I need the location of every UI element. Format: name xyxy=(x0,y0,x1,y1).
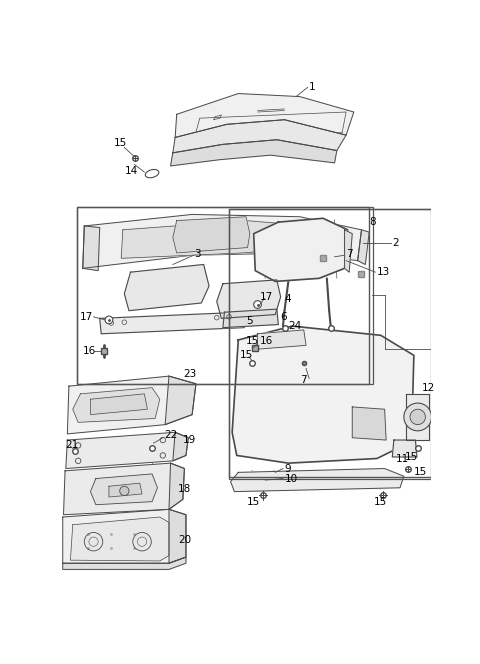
Polygon shape xyxy=(63,509,186,563)
Text: 20: 20 xyxy=(178,535,192,545)
Text: 16: 16 xyxy=(83,346,96,356)
Polygon shape xyxy=(73,388,160,422)
Text: 10: 10 xyxy=(285,473,298,483)
Polygon shape xyxy=(124,264,209,311)
Polygon shape xyxy=(406,394,429,440)
Text: 7: 7 xyxy=(300,375,306,385)
Text: 15: 15 xyxy=(240,351,252,361)
Polygon shape xyxy=(121,220,292,258)
Text: 23: 23 xyxy=(183,369,196,379)
Circle shape xyxy=(105,316,113,324)
Polygon shape xyxy=(100,312,244,334)
Text: 17: 17 xyxy=(260,291,273,302)
Polygon shape xyxy=(169,509,186,563)
Text: 18: 18 xyxy=(178,484,192,494)
Text: 16: 16 xyxy=(260,337,273,347)
Text: 24: 24 xyxy=(288,321,301,331)
Polygon shape xyxy=(173,432,188,461)
Circle shape xyxy=(404,403,432,431)
Text: 4: 4 xyxy=(285,294,291,304)
Polygon shape xyxy=(169,463,184,509)
Polygon shape xyxy=(83,214,361,268)
Polygon shape xyxy=(173,120,346,153)
Polygon shape xyxy=(358,230,369,264)
Polygon shape xyxy=(63,463,184,515)
Polygon shape xyxy=(175,94,354,137)
Polygon shape xyxy=(345,230,352,272)
Polygon shape xyxy=(352,407,386,440)
Text: 17: 17 xyxy=(80,312,94,322)
Text: 8: 8 xyxy=(369,217,376,227)
Circle shape xyxy=(254,301,262,308)
Polygon shape xyxy=(90,474,157,505)
Text: 15: 15 xyxy=(246,337,259,347)
Bar xyxy=(77,207,373,384)
Text: 13: 13 xyxy=(377,267,390,277)
Text: 11: 11 xyxy=(396,454,409,463)
Polygon shape xyxy=(230,469,404,491)
Circle shape xyxy=(120,486,129,495)
Polygon shape xyxy=(165,376,196,425)
Polygon shape xyxy=(258,330,306,349)
Polygon shape xyxy=(71,517,169,561)
Polygon shape xyxy=(90,394,147,414)
Text: 6: 6 xyxy=(281,312,287,322)
Text: 15: 15 xyxy=(247,497,260,507)
Polygon shape xyxy=(392,440,417,457)
Text: 19: 19 xyxy=(183,435,196,445)
Polygon shape xyxy=(223,309,278,327)
Polygon shape xyxy=(66,432,188,469)
Polygon shape xyxy=(217,280,281,318)
Bar xyxy=(229,209,435,477)
Text: 15: 15 xyxy=(405,452,418,462)
Text: 14: 14 xyxy=(124,165,138,175)
Text: 5: 5 xyxy=(246,317,252,327)
Text: 21: 21 xyxy=(65,440,78,450)
Text: 9: 9 xyxy=(285,463,291,473)
Circle shape xyxy=(410,409,425,425)
Text: 22: 22 xyxy=(164,430,178,440)
Polygon shape xyxy=(254,218,348,282)
Polygon shape xyxy=(170,139,337,166)
Polygon shape xyxy=(67,376,196,434)
Polygon shape xyxy=(232,326,414,463)
Bar xyxy=(229,209,431,479)
Text: 3: 3 xyxy=(194,249,201,259)
Text: 12: 12 xyxy=(421,382,435,392)
Polygon shape xyxy=(83,226,100,271)
Polygon shape xyxy=(109,483,142,497)
Text: 15: 15 xyxy=(114,138,127,148)
Text: 2: 2 xyxy=(392,238,399,248)
Text: 15: 15 xyxy=(374,497,387,507)
Text: 7: 7 xyxy=(346,249,353,259)
Polygon shape xyxy=(173,216,250,253)
Text: 1: 1 xyxy=(309,82,316,92)
Bar xyxy=(77,207,369,384)
Text: 15: 15 xyxy=(414,467,427,477)
Polygon shape xyxy=(63,557,186,570)
